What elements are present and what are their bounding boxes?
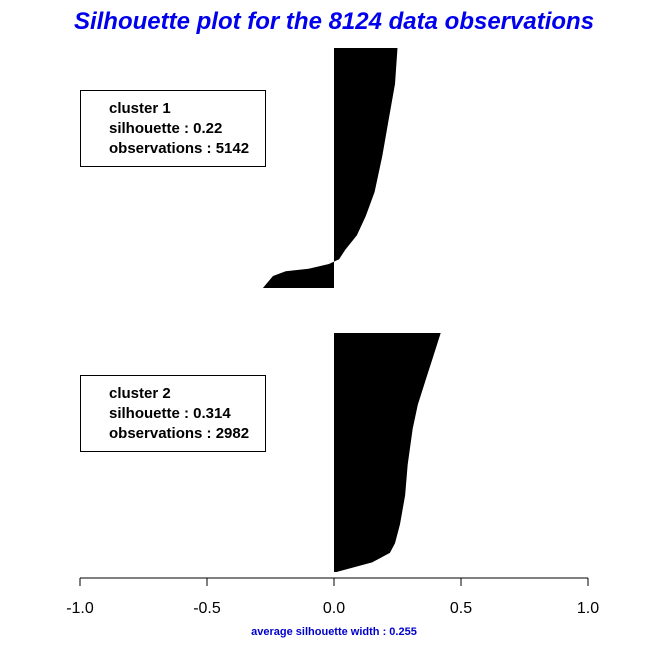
legend-silhouette-value: silhouette : 0.22	[109, 120, 223, 137]
x-tick-label: 0.0	[323, 600, 345, 617]
legend-silhouette-value: silhouette : 0.314	[109, 405, 231, 422]
x-tick-label: -0.5	[193, 600, 221, 617]
legend-observations-count: observations : 5142	[109, 140, 250, 157]
x-tick-label: 1.0	[577, 600, 599, 617]
x-axis: -1.0 -0.5 0.0 0.5 1.0	[66, 577, 599, 617]
legend-cluster-label: cluster 2	[109, 385, 171, 402]
legend-box-cluster-2: cluster 2 silhouette : 0.314 observation…	[80, 375, 266, 452]
silhouette-bars	[262, 48, 441, 572]
legend-cluster-label: cluster 1	[109, 100, 171, 117]
average-silhouette-width: average silhouette width : 0.255	[251, 626, 417, 638]
legend-box-cluster-1: cluster 1 silhouette : 0.22 observations…	[80, 90, 266, 167]
x-tick-label: 0.5	[450, 600, 472, 617]
chart-title: Silhouette plot for the 8124 data observ…	[73, 8, 595, 35]
silhouette-band-cluster-2	[334, 333, 441, 572]
silhouette-band-cluster-1	[262, 48, 398, 288]
x-tick-label: -1.0	[66, 600, 94, 617]
legend-observations-count: observations : 2982	[109, 425, 250, 442]
